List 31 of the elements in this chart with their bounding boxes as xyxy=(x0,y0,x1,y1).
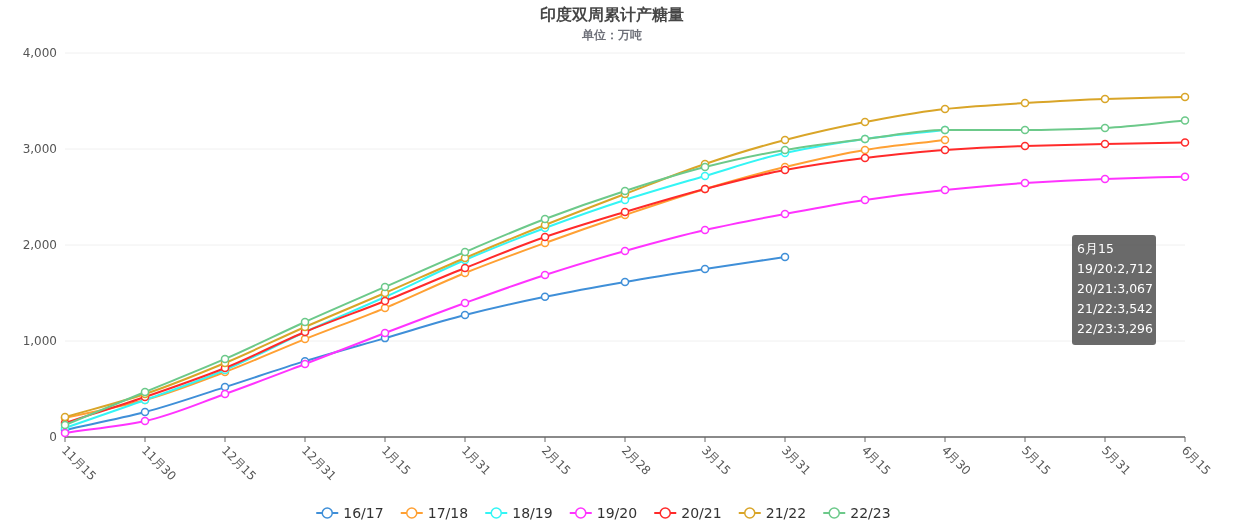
x-tick-label: 4月15 xyxy=(858,443,894,478)
x-tick-label: 2月15 xyxy=(538,443,574,478)
x-tick-label: 5月31 xyxy=(1098,443,1134,478)
x-tick-label: 6月15 xyxy=(1178,443,1214,478)
chart-title: 印度双周累计产糖量 xyxy=(540,5,684,24)
legend-label: 16/17 xyxy=(343,505,384,521)
x-tick-label: 11月15 xyxy=(58,443,99,484)
x-tick-label: 3月31 xyxy=(778,443,814,478)
legend-label: 20/21 xyxy=(681,505,722,521)
x-tick-label: 4月30 xyxy=(938,443,974,478)
x-tick-label: 11月30 xyxy=(138,443,179,484)
x-tick-label: 3月15 xyxy=(698,443,734,478)
x-tick-label: 1月31 xyxy=(458,443,494,478)
legend-label: 17/18 xyxy=(427,505,469,521)
legend-label: 21/22 xyxy=(765,505,807,521)
annotation: 6月15 19/20:2,712 20/21:3,067 21/22:3,542 22/23:3,296 xyxy=(1072,235,1156,345)
legend-label: 18/19 xyxy=(512,505,553,521)
chart-subtitle: 单位：万吨 xyxy=(581,28,642,42)
x-tick-label: 12月31 xyxy=(298,443,339,484)
x-tick-label: 1月15 xyxy=(378,443,414,478)
y-tick-label: 4,000 xyxy=(22,46,57,60)
y-tick-label: 3,000 xyxy=(22,142,57,156)
y-tick-label: 0 xyxy=(49,430,57,444)
x-tick-label: 5月15 xyxy=(1018,443,1054,478)
legend-label: 22/23 xyxy=(850,505,891,521)
x-tick-label: 2月28 xyxy=(618,443,654,478)
y-tick-label: 1,000 xyxy=(22,334,57,348)
y-tick-label: 2,000 xyxy=(22,238,57,252)
legend-label: 19/20 xyxy=(596,505,638,521)
annotation: 6月15 19/20:2,712 20/21:3,067 21/22:3,542 22/23:3,296 xyxy=(1077,241,1154,336)
x-tick-label: 12月15 xyxy=(218,443,259,484)
